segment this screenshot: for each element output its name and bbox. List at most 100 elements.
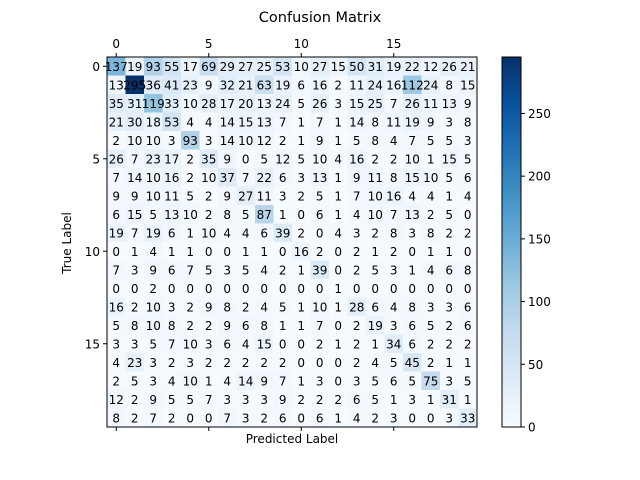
heatmap-cell	[125, 390, 145, 409]
cell-value-label: 9	[149, 263, 157, 277]
heatmap-cell	[329, 149, 348, 169]
heatmap-cell	[199, 316, 219, 335]
heatmap-cell	[255, 371, 274, 391]
cell-value-label: 2	[297, 189, 305, 203]
cell-value-label: 12	[109, 393, 124, 407]
cell-value-label: 0	[186, 411, 194, 425]
heatmap-cell	[458, 390, 478, 409]
heatmap-cell	[218, 149, 237, 169]
heatmap-cell	[421, 205, 441, 224]
cell-value-label: 4	[260, 263, 268, 277]
heatmap-cell	[292, 94, 311, 113]
heatmap-cell	[403, 94, 422, 113]
cell-value-label: 15	[460, 78, 475, 92]
heatmap-cell	[384, 168, 404, 187]
cell-value-label: 0	[371, 282, 379, 296]
cell-value-label: 4	[260, 300, 268, 314]
cell-value-label: 14	[220, 134, 235, 148]
cell-value-label: 10	[146, 171, 161, 185]
heatmap-cell	[236, 168, 256, 187]
heatmap-cell	[347, 316, 367, 335]
cell-value-label: 0	[390, 282, 398, 296]
cell-value-label: 5	[445, 171, 453, 185]
heatmap-cell	[107, 334, 126, 354]
cell-value-label: 55	[164, 60, 179, 74]
heatmap-cell	[347, 168, 367, 187]
cell-value-label: 21	[238, 78, 253, 92]
cell-value-label: 3	[297, 171, 305, 185]
heatmap-cell	[125, 260, 145, 280]
cell-value-label: 34	[386, 337, 401, 351]
heatmap-cell	[162, 186, 182, 206]
heatmap-cell	[440, 149, 459, 169]
cell-value-label: 2	[186, 319, 194, 333]
cell-value-label: 8	[427, 226, 435, 240]
cell-value-label: 19	[146, 226, 161, 240]
heatmap-cell	[384, 223, 404, 243]
cell-value-label: 0	[427, 282, 435, 296]
heatmap-cell	[440, 334, 459, 354]
heatmap-cell	[458, 316, 478, 335]
heatmap-cell	[458, 57, 478, 76]
heatmap-cell	[218, 112, 237, 132]
cell-value-label: 6	[260, 226, 268, 240]
heatmap-cell	[107, 260, 126, 280]
cell-value-label: 6	[112, 208, 120, 222]
heatmap-cell	[458, 186, 478, 206]
cell-value-label: 6	[408, 319, 416, 333]
cell-value-label: 3	[316, 374, 324, 388]
heatmap-cell	[162, 112, 182, 132]
cell-value-label: 16	[109, 300, 124, 314]
cell-value-label: 0	[223, 245, 231, 259]
cell-value-label: 2	[168, 356, 176, 370]
cell-value-label: 4	[390, 300, 398, 314]
heatmap-cell	[273, 353, 293, 372]
heatmap-cell	[366, 371, 385, 391]
cell-value-label: 0	[112, 245, 120, 259]
cell-value-label: 5	[297, 152, 305, 166]
heatmap-cell	[144, 408, 163, 428]
heatmap-cell	[255, 260, 274, 280]
heatmap-cell	[107, 149, 126, 169]
heatmap-cell	[236, 75, 256, 95]
y-tick-label: 5	[92, 152, 100, 166]
cell-value-label: 0	[316, 226, 324, 240]
heatmap-cell	[107, 112, 126, 132]
heatmap-cell	[292, 112, 311, 132]
heatmap-cell	[199, 297, 219, 317]
cell-value-label: 21	[109, 115, 124, 129]
heatmap-cell	[366, 297, 385, 317]
heatmap-cell	[181, 57, 200, 76]
cell-value-label: 33	[460, 411, 475, 425]
heatmap-cell	[255, 131, 274, 150]
heatmap-cell	[181, 112, 200, 132]
cell-value-label: 3	[445, 115, 453, 129]
cell-value-label: 1	[205, 374, 213, 388]
heatmap-cell	[292, 334, 311, 354]
heatmap-cell	[366, 242, 385, 261]
heatmap-cell	[199, 205, 219, 224]
heatmap-cell	[403, 316, 422, 335]
heatmap-cell	[125, 371, 145, 391]
cell-value-label: 1	[371, 245, 379, 259]
heatmap-cell	[218, 408, 237, 428]
cell-value-label: 10	[146, 189, 161, 203]
cell-value-label: 0	[464, 208, 472, 222]
cell-value-label: 3	[445, 300, 453, 314]
cell-value-label: 6	[408, 337, 416, 351]
cell-value-label: 10	[423, 171, 438, 185]
heatmap-cell	[255, 149, 274, 169]
cell-value-label: 3	[149, 356, 157, 370]
cell-value-label: 2	[112, 374, 120, 388]
cell-value-label: 5	[186, 393, 194, 407]
heatmap-cell	[218, 390, 237, 409]
cell-value-label: 1	[186, 245, 194, 259]
cell-value-label: 7	[186, 263, 194, 277]
heatmap-cell	[273, 242, 293, 261]
heatmap-cell	[181, 131, 200, 150]
cell-value-label: 3	[149, 374, 157, 388]
cell-value-label: 3	[131, 337, 139, 351]
heatmap-cell	[199, 408, 219, 428]
cell-value-label: 0	[112, 282, 120, 296]
cell-value-label: 7	[168, 337, 176, 351]
